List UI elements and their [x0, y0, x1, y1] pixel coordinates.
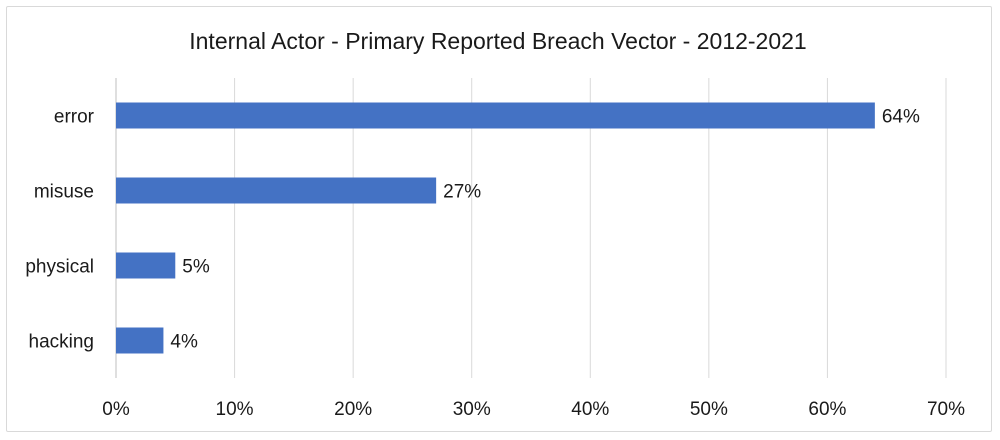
- data-label: 27%: [443, 182, 481, 203]
- data-label: 4%: [170, 332, 198, 353]
- data-labels: 64% 27% 5% 4%: [170, 107, 920, 353]
- bar-error: [116, 102, 875, 129]
- category-label: physical: [25, 257, 94, 278]
- x-tick-label: 30%: [453, 399, 491, 420]
- category-labels: error misuse physical hacking: [25, 107, 94, 353]
- chart-title: Internal Actor - Primary Reported Breach…: [189, 28, 806, 54]
- bar-layer: [116, 102, 875, 354]
- data-label: 5%: [182, 257, 210, 278]
- x-tick-label: 70%: [927, 399, 965, 420]
- x-tick-label: 40%: [571, 399, 609, 420]
- x-tick-label: 0%: [102, 399, 130, 420]
- x-tick-label: 50%: [690, 399, 728, 420]
- data-label: 64%: [882, 107, 920, 128]
- bar-physical: [116, 252, 176, 279]
- x-tick-label: 10%: [216, 399, 254, 420]
- x-axis-tick-labels: 0% 10% 20% 30% 40% 50% 60% 70%: [102, 399, 965, 420]
- x-tick-label: 60%: [808, 399, 846, 420]
- bar-hacking: [116, 327, 164, 354]
- category-label: error: [54, 107, 95, 128]
- category-label: hacking: [29, 332, 95, 353]
- bar-misuse: [116, 177, 437, 204]
- category-label: misuse: [34, 182, 94, 203]
- x-tick-label: 20%: [334, 399, 372, 420]
